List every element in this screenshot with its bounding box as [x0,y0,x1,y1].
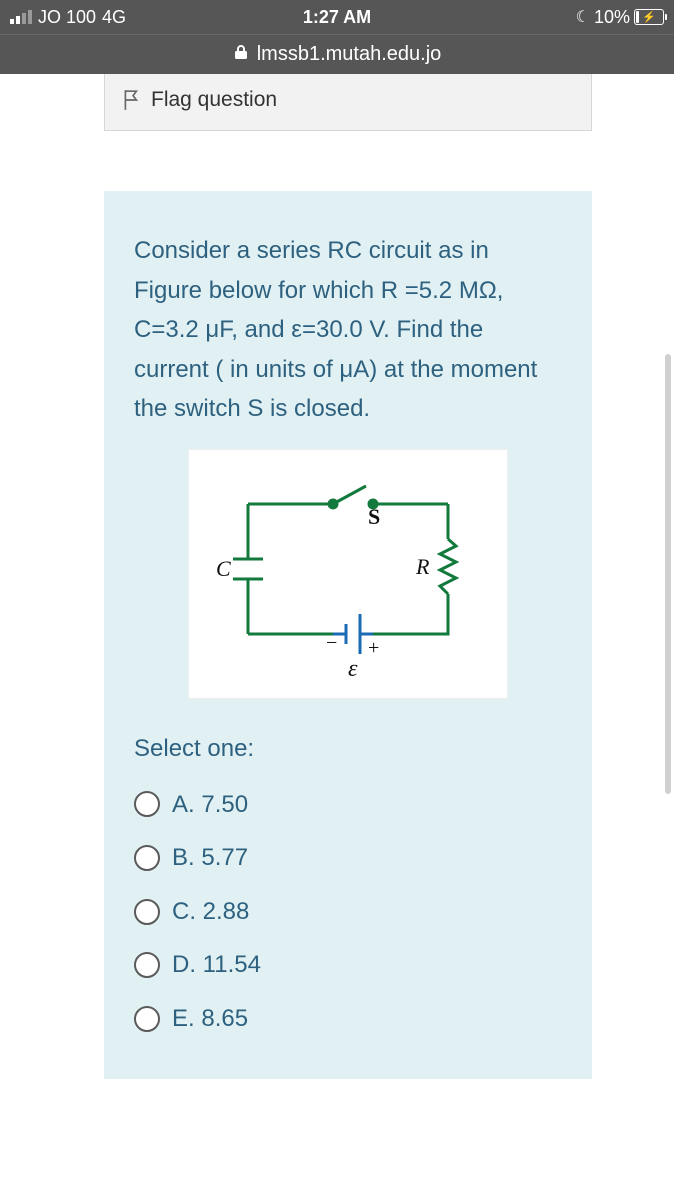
flag-icon [123,89,141,111]
flag-question-button[interactable]: Flag question [104,74,592,131]
lock-icon [233,44,249,65]
option-b[interactable]: B. 5.77 [134,838,562,878]
circuit-svg: S C R − + ε [198,464,498,684]
radio-icon[interactable] [134,952,160,978]
flag-question-label: Flag question [151,88,277,112]
option-label: E. 8.65 [172,999,248,1039]
svg-text:−: − [326,632,337,654]
status-left: JO 100 4G [10,7,228,28]
option-label: A. 7.50 [172,785,248,825]
question-body: Consider a series RC circuit as in Figur… [104,191,592,1079]
svg-text:C: C [216,556,231,581]
network-label: 4G [102,7,126,28]
do-not-disturb-icon: ☾ [576,7,590,27]
signal-icon [10,10,32,24]
option-label: B. 5.77 [172,838,248,878]
option-a[interactable]: A. 7.50 [134,785,562,825]
status-bar: JO 100 4G 1:27 AM ☾ 10% ⚡ [0,0,674,34]
battery-percent: 10% [594,7,630,28]
svg-text:S: S [368,504,380,529]
question-text: Consider a series RC circuit as in Figur… [134,231,562,429]
question-wrapper: Flag question Consider a series RC circu… [104,74,592,1079]
svg-text:R: R [415,554,430,579]
scrollbar[interactable] [665,354,671,794]
battery-icon: ⚡ [634,9,664,25]
option-e[interactable]: E. 8.65 [134,999,562,1039]
radio-icon[interactable] [134,791,160,817]
status-right: ☾ 10% ⚡ [446,7,664,28]
option-d[interactable]: D. 11.54 [134,945,562,985]
option-c[interactable]: C. 2.88 [134,892,562,932]
svg-text:ε: ε [348,656,358,682]
radio-icon[interactable] [134,899,160,925]
url-text: lmssb1.mutah.edu.jo [257,43,442,66]
options-list: A. 7.50 B. 5.77 C. 2.88 D. 11.54 E. 8.65 [134,785,562,1039]
radio-icon[interactable] [134,845,160,871]
svg-text:+: + [368,637,379,659]
circuit-diagram: S C R − + ε [188,449,508,699]
carrier-label: JO 100 [38,7,96,28]
browser-url-bar[interactable]: lmssb1.mutah.edu.jo [0,34,674,74]
status-time: 1:27 AM [228,7,446,28]
page-content: Flag question Consider a series RC circu… [0,74,674,1200]
radio-icon[interactable] [134,1006,160,1032]
select-one-label: Select one: [134,729,562,769]
option-label: D. 11.54 [172,945,261,985]
option-label: C. 2.88 [172,892,249,932]
